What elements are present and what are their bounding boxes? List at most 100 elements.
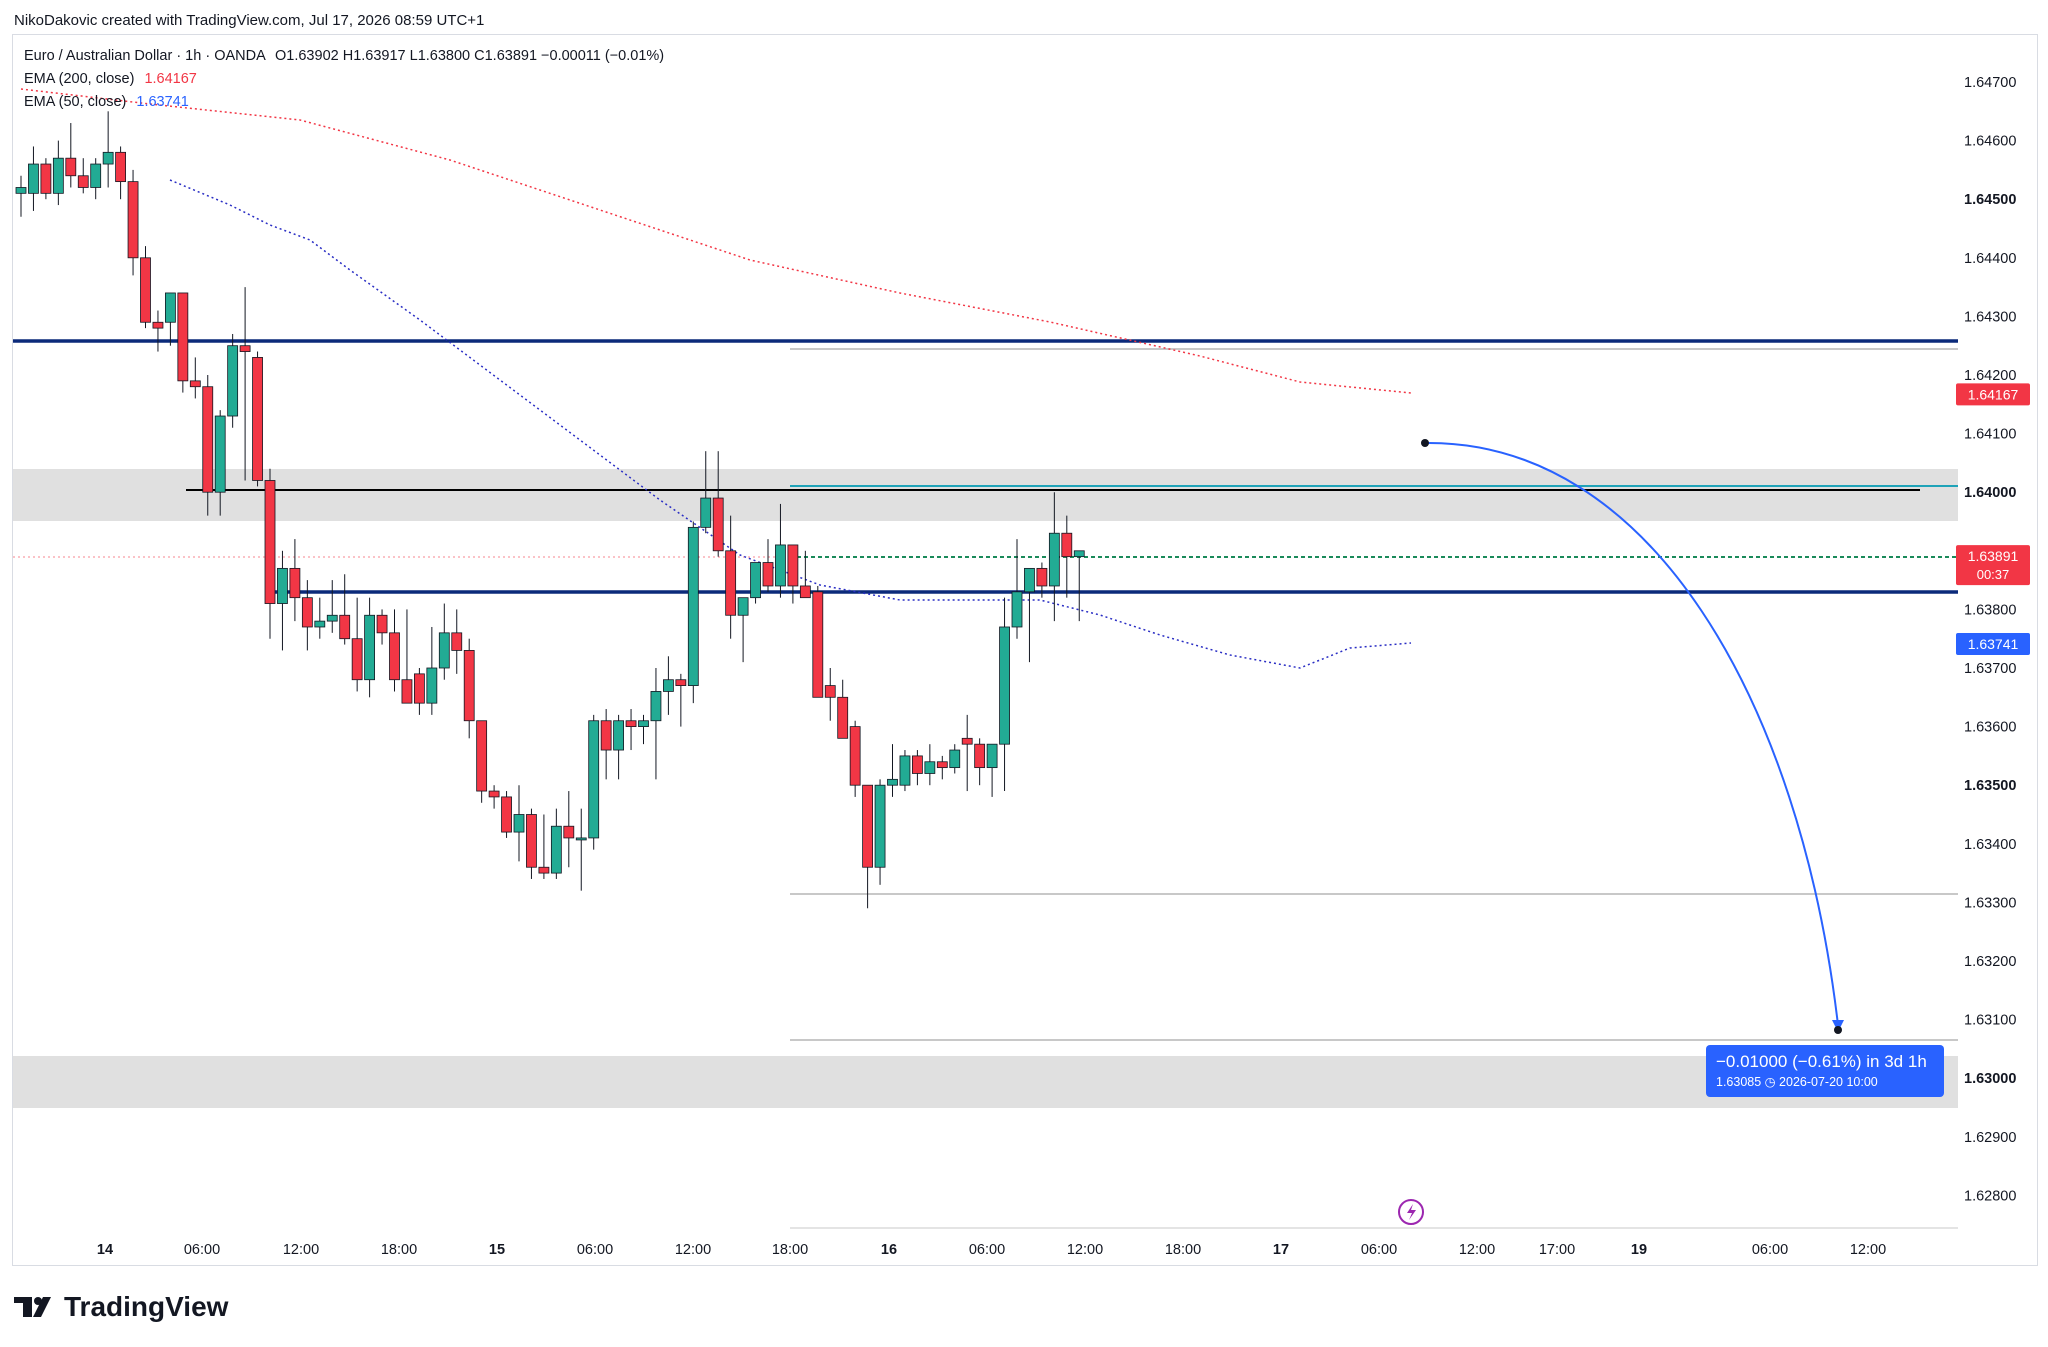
- price-tag-text: 1.63891: [1968, 548, 2019, 564]
- y-tick-label: 1.64100: [1964, 427, 2016, 443]
- candle-body: [949, 749, 961, 769]
- candle-body: [214, 415, 226, 493]
- y-tick-label: 1.63200: [1964, 954, 2016, 970]
- x-tick-label: 12:00: [283, 1242, 319, 1258]
- candle-body: [912, 755, 923, 774]
- chart-frame: [12, 34, 2038, 1266]
- candle-body: [227, 345, 239, 417]
- candle-body: [164, 292, 176, 323]
- candle-body: [675, 679, 687, 686]
- candle-body: [65, 157, 77, 177]
- candle-body: [837, 696, 849, 739]
- projection-start-point: [1421, 439, 1429, 447]
- candle-body: [762, 562, 774, 587]
- x-tick-label: 18:00: [772, 1242, 808, 1258]
- candle-body: [999, 626, 1010, 745]
- candle-body: [849, 726, 861, 786]
- price-tag-box: [1956, 632, 2030, 655]
- candle-body: [613, 720, 624, 751]
- x-tick-label: 15: [489, 1242, 505, 1258]
- candle-body: [326, 614, 338, 622]
- candle-body: [575, 837, 587, 841]
- x-tick-label: 06:00: [1361, 1242, 1397, 1258]
- x-tick-label: 17:00: [1539, 1242, 1575, 1258]
- candle-body: [625, 720, 637, 727]
- candle-body: [252, 357, 263, 481]
- legend-symbol: Euro / Australian Dollar · 1h · OANDA: [24, 48, 265, 64]
- candle-body: [376, 614, 388, 634]
- candle-body: [862, 784, 873, 868]
- candle-body: [264, 480, 276, 604]
- candle-body: [750, 562, 761, 599]
- x-tick-label: 14: [97, 1242, 113, 1258]
- y-tick-label: 1.62900: [1964, 1130, 2016, 1146]
- y-tick-label: 1.62800: [1964, 1188, 2016, 1204]
- candle-body: [102, 151, 114, 165]
- price-tag-box: [1956, 545, 2030, 586]
- candle-body: [1061, 532, 1073, 558]
- y-tick-label: 1.63500: [1964, 778, 2016, 794]
- candle-body: [389, 632, 400, 681]
- candle-body: [563, 825, 575, 839]
- candle-body: [52, 157, 64, 194]
- x-tick-label: 06:00: [577, 1242, 613, 1258]
- tradingview-logo-icon: [14, 1297, 51, 1317]
- candle-body: [874, 784, 886, 868]
- legend-ema200-value: 1.64167: [144, 71, 197, 87]
- candle-body: [115, 151, 126, 183]
- candle-body: [787, 544, 799, 587]
- candle-body: [812, 591, 824, 698]
- candle-body: [401, 679, 413, 704]
- candle-body: [202, 386, 214, 493]
- candle-body: [638, 720, 649, 727]
- candle-body: [824, 685, 836, 698]
- projection-change-text: −0.01000 (−0.61%) in 3d 1h: [1716, 1052, 1927, 1071]
- candle-body: [1036, 567, 1048, 587]
- candle-body: [438, 632, 450, 669]
- y-tick-label: 1.64600: [1964, 134, 2016, 150]
- candle-body: [140, 257, 151, 323]
- y-tick-label: 1.64000: [1964, 485, 2016, 501]
- x-tick-label: 06:00: [969, 1242, 1005, 1258]
- candle-body: [339, 614, 351, 640]
- candle-body: [799, 585, 811, 599]
- legend-ema200-row: EMA (200, close) 1.64167: [24, 71, 197, 87]
- x-tick-label: 12:00: [1459, 1242, 1495, 1258]
- candle-body: [488, 790, 500, 798]
- x-tick-label: 19: [1631, 1242, 1647, 1258]
- price-tag-text: 1.64167: [1968, 386, 2019, 402]
- candle-body: [986, 743, 998, 769]
- candle-body: [28, 163, 39, 194]
- creator-attribution: NikoDakovic created with TradingView.com…: [14, 12, 485, 29]
- price-tag-text: 1.63741: [1968, 636, 2019, 652]
- candle-body: [501, 796, 512, 833]
- legend-ema50-row: EMA (50, close) 1.63741: [24, 94, 189, 110]
- resistance-zone: [13, 469, 1958, 521]
- y-tick-label: 1.63600: [1964, 720, 2016, 736]
- projection-end-point: [1834, 1026, 1842, 1034]
- brand-name: TradingView: [64, 1291, 229, 1322]
- x-tick-label: 16: [881, 1242, 897, 1258]
- y-tick-label: 1.64700: [1964, 75, 2016, 91]
- y-tick-label: 1.64400: [1964, 251, 2016, 267]
- tradingview-logo[interactable]: TradingView: [14, 1291, 228, 1323]
- projection-label: −0.01000 (−0.61%) in 3d 1h 1.63085 ◷ 2026…: [1706, 1045, 1944, 1097]
- candle-body: [936, 761, 948, 769]
- bolt-icon-glyph: [1407, 1204, 1416, 1220]
- x-tick-label: 17: [1273, 1242, 1289, 1258]
- candle-body: [1011, 591, 1023, 628]
- candle-body: [600, 720, 612, 751]
- candle-body: [650, 691, 662, 722]
- y-tick-label: 1.64300: [1964, 309, 2016, 325]
- legend-symbol-row: Euro / Australian Dollar · 1h · OANDA O1…: [24, 48, 664, 64]
- candle-body: [526, 814, 537, 868]
- y-tick-label: 1.63000: [1964, 1071, 2016, 1087]
- candle-body: [77, 175, 89, 188]
- x-tick-label: 12:00: [1850, 1242, 1886, 1258]
- x-tick-label: 06:00: [184, 1242, 220, 1258]
- legend-ema50-label: EMA (50, close): [24, 94, 127, 110]
- candle-body: [1073, 550, 1085, 558]
- projection-target-text: 1.63085 ◷ 2026-07-20 10:00: [1716, 1075, 1878, 1089]
- candle-body: [1048, 532, 1060, 587]
